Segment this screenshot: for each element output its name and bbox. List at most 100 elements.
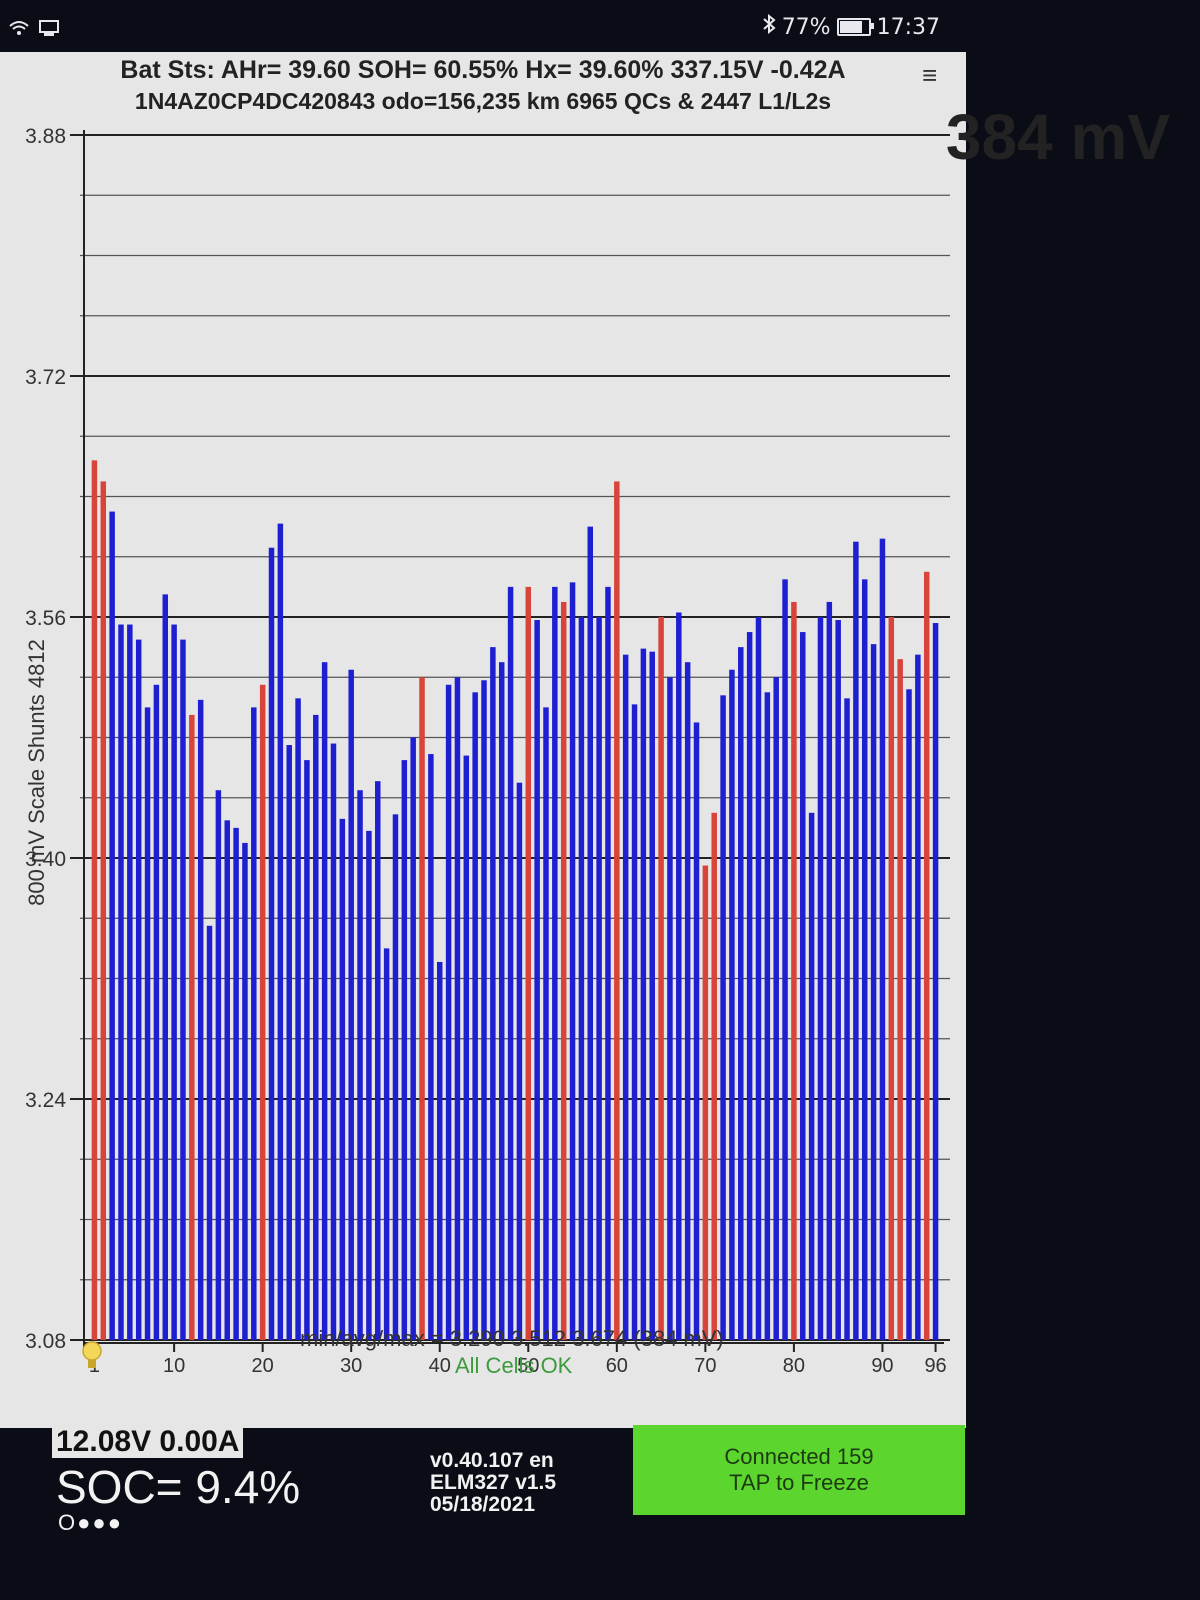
cell-bar bbox=[313, 714, 319, 1340]
x-tick-label: 60 bbox=[606, 1355, 628, 1377]
lightbulb-icon[interactable] bbox=[80, 1340, 104, 1379]
cell-bar bbox=[605, 586, 611, 1340]
cell-bar bbox=[454, 677, 461, 1340]
cell-bar bbox=[375, 781, 381, 1340]
x-tick-label: 40 bbox=[429, 1355, 451, 1377]
cell-bar bbox=[658, 617, 664, 1340]
cell-bar bbox=[560, 601, 567, 1340]
cell-bar bbox=[906, 689, 912, 1340]
status-left-icons bbox=[8, 18, 60, 43]
y-tick-label: 3.08 bbox=[25, 1330, 66, 1353]
cell-bar bbox=[649, 651, 655, 1340]
cell-bar bbox=[401, 760, 408, 1340]
cell-bar bbox=[773, 677, 779, 1340]
cell-bar bbox=[445, 684, 452, 1340]
cell-bar bbox=[870, 644, 877, 1340]
cell-bar bbox=[233, 827, 239, 1340]
cell-bar bbox=[206, 925, 213, 1340]
cell-bar bbox=[268, 547, 275, 1340]
x-tick-label: 20 bbox=[252, 1355, 274, 1377]
cell-bar bbox=[251, 707, 257, 1340]
cell-bar bbox=[463, 755, 470, 1340]
x-tick-label: 96 bbox=[924, 1355, 946, 1377]
cell-bar bbox=[587, 526, 594, 1340]
cell-bar bbox=[348, 669, 354, 1340]
screen-icon bbox=[38, 18, 60, 43]
cell-bar bbox=[419, 677, 425, 1340]
cell-bar bbox=[410, 737, 416, 1340]
y-tick-label: 3.24 bbox=[25, 1089, 66, 1112]
cell-bar bbox=[844, 698, 850, 1340]
cell-bar bbox=[578, 617, 585, 1340]
cell-bar bbox=[534, 620, 540, 1340]
adapter-version: ELM327 v1.5 bbox=[430, 1471, 557, 1494]
status-right-icons: 77% 17:37 bbox=[762, 13, 940, 40]
cell-bar bbox=[472, 692, 478, 1340]
cell-bar bbox=[277, 523, 284, 1340]
cell-bar bbox=[357, 790, 363, 1340]
x-tick-label: 80 bbox=[783, 1355, 805, 1377]
connect-freeze-button[interactable]: Connected 159 TAP to Freeze bbox=[633, 1425, 965, 1515]
cell-bar bbox=[888, 617, 895, 1340]
cell-bar bbox=[144, 707, 151, 1340]
cell-bar bbox=[569, 582, 576, 1340]
y-axis-label: 800 mV Scale Shunts 4812 bbox=[24, 639, 49, 906]
cell-bar bbox=[525, 586, 532, 1340]
connection-count: Connected 159 bbox=[724, 1444, 874, 1469]
cell-bar bbox=[383, 948, 390, 1340]
cell-bar bbox=[693, 722, 700, 1340]
x-tick-label: 10 bbox=[163, 1355, 185, 1377]
cell-bar bbox=[817, 617, 824, 1340]
cell-bar bbox=[516, 782, 523, 1340]
x-tick-label: 50 bbox=[517, 1355, 539, 1377]
min-avg-max-summary: min/avg/max = 3.290 3.512 3.674 (384 mV) bbox=[300, 1326, 724, 1351]
y-tick-label: 3.72 bbox=[25, 366, 66, 389]
cell-bar bbox=[711, 812, 717, 1340]
wifi-icon bbox=[8, 18, 30, 43]
cell-bar bbox=[729, 669, 735, 1340]
cell-bar bbox=[109, 511, 115, 1340]
cell-bar bbox=[321, 662, 328, 1340]
cell-bar bbox=[897, 659, 903, 1340]
app-version: v0.40.107 en bbox=[430, 1449, 554, 1472]
cell-bar bbox=[640, 648, 647, 1340]
cell-bar bbox=[162, 594, 169, 1340]
status-bar: 77% 17:37 bbox=[0, 0, 960, 52]
cell-bar bbox=[215, 790, 222, 1340]
soc-readout: SOC= 9.4% bbox=[56, 1461, 301, 1513]
y-tick-label: 3.56 bbox=[25, 607, 66, 630]
battery-percent: 77% bbox=[781, 14, 831, 40]
cell-bar bbox=[118, 624, 124, 1340]
cell-bar bbox=[498, 662, 505, 1340]
cell-bar bbox=[428, 754, 434, 1340]
cell-bar bbox=[242, 842, 248, 1340]
cell-bar bbox=[552, 586, 558, 1340]
cell-bar bbox=[622, 654, 629, 1340]
cell-bar bbox=[676, 612, 682, 1340]
vehicle-info-line: 1N4AZ0CP4DC420843 odo=156,235 km 6965 QC… bbox=[134, 88, 832, 114]
cell-bar bbox=[436, 961, 443, 1340]
cell-bar bbox=[392, 814, 399, 1340]
cell-bar bbox=[879, 538, 886, 1340]
cell-bar bbox=[932, 623, 939, 1340]
cell-bar bbox=[135, 639, 142, 1340]
y-tick-label: 3.88 bbox=[25, 125, 66, 148]
cell-bar bbox=[339, 818, 346, 1340]
x-tick-label: 90 bbox=[871, 1355, 893, 1377]
cell-bar bbox=[614, 481, 620, 1340]
cell-bar bbox=[746, 632, 753, 1340]
cell-bar bbox=[631, 704, 638, 1340]
cell-bar bbox=[481, 680, 487, 1340]
version-info: v0.40.107 en ELM327 v1.5 05/18/2021 bbox=[430, 1450, 556, 1516]
menu-icon[interactable]: ≡ bbox=[922, 60, 938, 90]
x-tick-label: 70 bbox=[694, 1355, 716, 1377]
cell-bar bbox=[738, 647, 744, 1340]
cell-bar bbox=[189, 714, 195, 1340]
clock: 17:37 bbox=[876, 14, 940, 40]
axes: 3.883.723.563.403.243.081102030405060708… bbox=[24, 125, 947, 1377]
cells-status-text: All Cells OK bbox=[455, 1353, 573, 1378]
cell-voltage-chart[interactable]: 3.883.723.563.403.243.081102030405060708… bbox=[0, 0, 966, 1400]
bluetooth-icon bbox=[762, 13, 776, 40]
cell-bar bbox=[180, 639, 186, 1340]
cell-bar bbox=[853, 541, 859, 1340]
